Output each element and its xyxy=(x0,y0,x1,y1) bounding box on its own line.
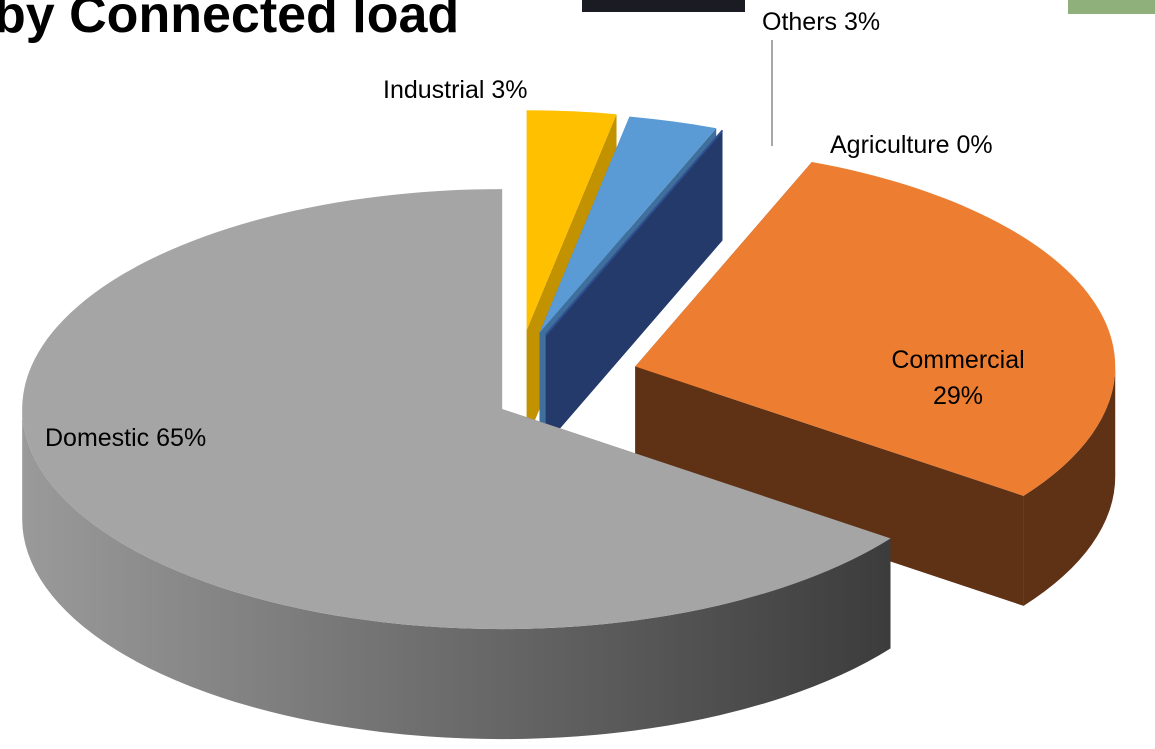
value-label: 3% xyxy=(844,8,880,36)
slice-label: Others xyxy=(762,8,837,36)
slice-top xyxy=(635,161,1116,496)
slice-wall xyxy=(545,130,723,445)
slice-label-group: Others 3% xyxy=(762,8,880,36)
slice-label: Industrial xyxy=(383,76,484,104)
slice-wall xyxy=(635,366,1024,606)
slice-label: Agriculture xyxy=(830,131,950,159)
slice-top xyxy=(539,116,717,333)
pie xyxy=(22,110,1116,740)
chart-title: by Connected load xyxy=(0,0,459,44)
labels: Industrial 3%Others 3%Agriculture 0%Comm… xyxy=(45,8,1025,452)
slice-side xyxy=(22,409,891,740)
slice-label-group: Industrial 3% xyxy=(383,76,528,104)
slice-label-group: Agriculture 0% xyxy=(830,131,993,159)
slice-side xyxy=(1023,366,1116,606)
slice-top xyxy=(22,189,891,630)
slice-label: Commercial xyxy=(891,346,1024,374)
photo-thumbnail xyxy=(1068,0,1155,14)
slice-label: Domestic xyxy=(45,424,149,452)
value-label: 29% xyxy=(933,382,983,410)
value-label: 0% xyxy=(956,131,992,159)
slice-label-group: Domestic 65% xyxy=(45,424,206,452)
value-label: 65% xyxy=(156,424,206,452)
value-label: 3% xyxy=(491,76,527,104)
slice-top xyxy=(526,110,617,331)
photo-thumbnail xyxy=(582,0,745,12)
